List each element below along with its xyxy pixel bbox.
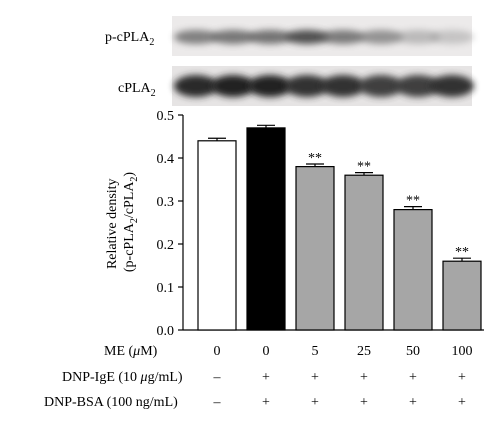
y-tick-label: 0.1 [157,281,175,296]
blot-band [285,75,329,97]
blot-band [248,75,292,97]
bar [295,166,335,331]
table-cell: 25 [357,344,371,359]
table-cell: 0 [214,344,221,359]
significance-label: ** [308,151,322,166]
table-cell: 50 [406,344,420,359]
blot-band [396,30,440,44]
row-label-dnp-bsa: DNP-BSA (100 ng/mL) [44,395,178,410]
table-cell: + [360,370,368,385]
y-tick-label: 0.2 [157,238,175,253]
table-cell: + [409,395,417,410]
y-axis-label: Relative density (p-cPLA2/cPLA2) [105,172,140,273]
bar-chart: 0.0 0.1 0.2 0.3 0.4 0.5 ** ** ** ** Relative den… [105,109,484,339]
blot-band [174,30,218,44]
table-cell: + [262,395,270,410]
bar [442,260,482,331]
blot-panel-phospho: p-cPLA2 [105,16,474,56]
blot-band [359,30,403,44]
significance-label: ** [406,194,420,209]
blot-band [430,30,474,44]
bars-group: ** ** ** ** [197,124,482,331]
y-tick-label: 0.0 [157,324,175,339]
treatment-table: ME (μM) DNP-IgE (10 μg/mL) DNP-BSA (100 … [44,344,473,410]
y-axis-ticks: 0.0 0.1 0.2 0.3 0.4 0.5 [157,109,183,339]
table-cell: 0 [263,344,270,359]
y-tick-label: 0.5 [157,109,175,124]
blot-band [285,30,329,44]
y-axis-label-line1: Relative density [105,178,120,269]
significance-label: ** [455,245,469,260]
table-cell: + [360,395,368,410]
table-cell: – [213,395,222,410]
blot-band [321,75,365,97]
blot-label-phospho: p-cPLA2 [105,30,154,48]
blot-band [248,30,292,44]
y-tick-label: 0.4 [157,152,175,167]
row-label-dnp-ige: DNP-IgE (10 μg/mL) [62,370,183,385]
blot-band [396,75,440,97]
blot-band [211,75,255,97]
blot-band [430,75,474,97]
table-cell: + [262,370,270,385]
blot-panel-total: cPLA2 [118,66,474,106]
blot-band [174,75,218,97]
table-cells: 0 0 5 25 50 100 – + + + + + – + + + + + [213,344,473,410]
table-cell: + [458,395,466,410]
blot-band [211,30,255,44]
table-cell: 100 [452,344,473,359]
blot-bands-phospho [174,30,474,44]
bar [393,209,433,331]
table-cell: + [409,370,417,385]
bar [246,127,286,331]
table-cell: + [311,370,319,385]
significance-label: ** [357,160,371,175]
bar [344,174,384,331]
row-label-me: ME (μM) [104,344,158,359]
bar [197,140,237,331]
blot-bands-total [174,75,474,97]
blot-band [359,75,403,97]
table-cell: – [213,370,222,385]
y-tick-label: 0.3 [157,195,175,210]
table-cell: 5 [312,344,319,359]
blot-band [321,30,365,44]
table-cell: + [311,395,319,410]
blot-label-total: cPLA2 [118,81,156,99]
y-axis-label-line2: (p-cPLA2/cPLA2) [122,172,140,273]
table-cell: + [458,370,466,385]
